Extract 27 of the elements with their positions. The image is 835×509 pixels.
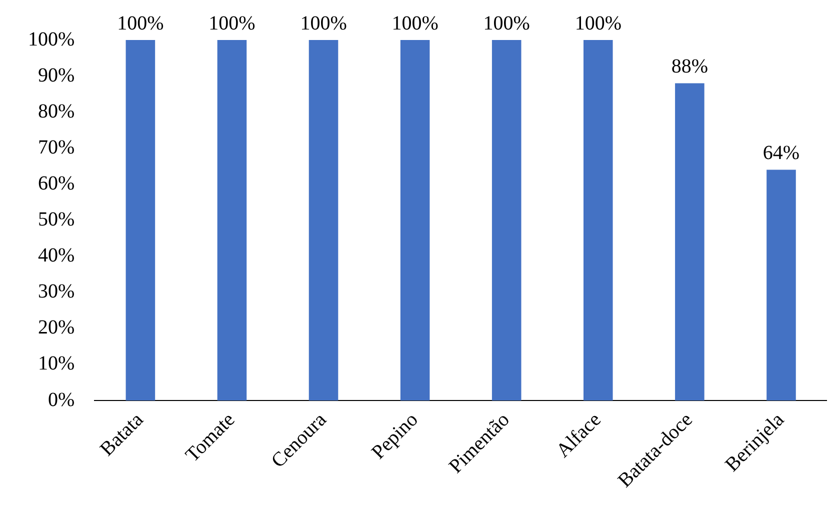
y-tick-label: 60%	[38, 172, 75, 194]
data-label: 88%	[671, 56, 708, 78]
bar	[766, 170, 796, 400]
bar	[675, 83, 704, 400]
bar	[492, 40, 522, 400]
data-label: 100%	[392, 12, 438, 34]
y-tick-label: 80%	[38, 100, 75, 122]
bar	[400, 40, 430, 400]
bar	[308, 40, 338, 400]
data-label: 100%	[574, 12, 622, 34]
y-tick-label: 40%	[38, 244, 75, 267]
data-label: 100%	[117, 12, 164, 34]
data-label: 64%	[762, 142, 800, 164]
y-tick-label: 20%	[38, 316, 75, 339]
y-tick-label: 0%	[48, 388, 75, 411]
bar	[583, 40, 613, 400]
y-tick-label: 70%	[38, 136, 75, 158]
y-tick-label: 10%	[38, 352, 75, 375]
y-tick-label: 90%	[38, 64, 75, 86]
data-label: 100%	[483, 12, 530, 34]
y-tick-label: 50%	[38, 208, 75, 230]
y-tick-label: 30%	[38, 280, 75, 303]
bar	[126, 40, 156, 400]
y-tick-label: 100%	[28, 28, 75, 50]
bar	[217, 40, 247, 400]
data-label: 100%	[300, 12, 347, 34]
data-label: 100%	[208, 12, 256, 34]
